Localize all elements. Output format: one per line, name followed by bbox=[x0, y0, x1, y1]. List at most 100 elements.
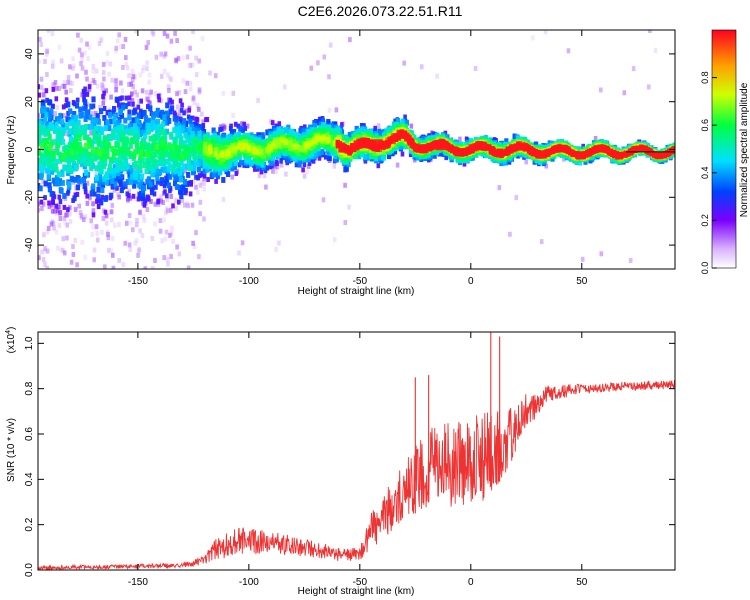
spectrogram-cell bbox=[80, 65, 85, 71]
spectrogram-cell bbox=[66, 149, 71, 156]
spectrogram-cell bbox=[144, 168, 149, 175]
spectrogram-cell bbox=[85, 180, 90, 186]
spectrogram-cell bbox=[101, 208, 106, 214]
spectrogram-cell bbox=[275, 164, 280, 170]
spectrogram-cell bbox=[160, 129, 165, 136]
spectrogram-cell bbox=[103, 264, 107, 269]
spectrogram-cell bbox=[38, 170, 40, 176]
spectrogram-cell bbox=[103, 196, 108, 202]
spectrogram-cell bbox=[111, 252, 115, 258]
spectrogram-cell bbox=[75, 125, 80, 132]
spectrogram-cell bbox=[42, 232, 46, 238]
spectrogram-cell bbox=[142, 162, 147, 168]
spectrogram-cell bbox=[112, 106, 117, 112]
spectrogram-cell bbox=[157, 111, 162, 118]
spectrogram-cell bbox=[156, 93, 161, 99]
spectrogram-cell bbox=[171, 203, 175, 209]
spectrogram-cell bbox=[182, 140, 187, 146]
spectrogram-cell bbox=[124, 157, 129, 164]
spectrogram-cell bbox=[219, 151, 225, 158]
spectrogram-cell bbox=[126, 146, 131, 153]
spectrogram-cell bbox=[43, 117, 48, 124]
spectrogram-cell bbox=[179, 143, 185, 149]
spectrogram-cell bbox=[214, 146, 219, 153]
spectrogram-cell bbox=[183, 202, 187, 208]
spectrogram-cell bbox=[103, 174, 108, 181]
spectrogram-cell bbox=[131, 117, 136, 124]
spectrogram-cell bbox=[61, 153, 66, 160]
spectrogram-cell bbox=[127, 123, 132, 130]
spectrogram-cell bbox=[39, 174, 44, 180]
spectrogram-cell bbox=[327, 74, 331, 80]
spectrogram-cell bbox=[376, 163, 381, 169]
spectrogram-cell bbox=[120, 124, 125, 130]
spectrogram-cell bbox=[185, 80, 189, 86]
spectrogram-cell bbox=[333, 237, 337, 243]
spectrogram-cell bbox=[45, 121, 50, 127]
spectrogram-cell bbox=[115, 185, 119, 191]
spectrogram-cell bbox=[164, 210, 168, 216]
spectrogram-cell bbox=[123, 117, 128, 124]
spectrogram-cell bbox=[232, 129, 237, 135]
spectrogram-cell bbox=[137, 182, 142, 188]
spectrogram-cell bbox=[52, 144, 57, 150]
spectrogram-cell bbox=[131, 109, 136, 116]
spectrogram-cell bbox=[191, 95, 196, 101]
spectrogram-cell bbox=[123, 36, 128, 42]
spectrogram-cell bbox=[108, 118, 113, 125]
spectrogram-cell bbox=[163, 166, 168, 173]
spectrogram-cell bbox=[38, 58, 41, 64]
spectrogram-cell bbox=[71, 153, 76, 159]
spectrogram-cell bbox=[143, 133, 148, 140]
spectrogram-cell bbox=[531, 35, 535, 41]
spectrogram-cell bbox=[83, 99, 88, 106]
spectrogram-cell bbox=[265, 165, 270, 171]
spectrogram-cell bbox=[114, 48, 118, 54]
spectrogram-cell bbox=[356, 134, 361, 141]
spectrogram-cell bbox=[197, 152, 202, 159]
spectrogram-cell bbox=[265, 129, 270, 136]
spectrogram-cell bbox=[125, 220, 129, 226]
spectrogram-cell bbox=[134, 140, 139, 147]
spectrogram-cell bbox=[84, 148, 89, 155]
spectrogram-cell bbox=[91, 68, 95, 74]
spectrogram-cell bbox=[294, 162, 299, 168]
spectrogram-cell bbox=[111, 153, 116, 160]
spectrogram-cell bbox=[202, 159, 207, 166]
spectrogram-cell bbox=[197, 166, 202, 173]
spectrogram-cell bbox=[90, 110, 95, 116]
spectrogram-cell bbox=[50, 103, 55, 109]
spectrogram-cell bbox=[75, 73, 79, 79]
spectrogram-cell bbox=[54, 121, 59, 128]
spectrogram-cell bbox=[80, 239, 84, 245]
spectrogram-cell bbox=[125, 65, 130, 71]
spectrogram-cell bbox=[74, 154, 79, 161]
spectrogram-cell bbox=[177, 109, 182, 115]
spectrogram-cell bbox=[219, 146, 224, 152]
spectrogram-cell bbox=[142, 217, 147, 223]
spectrogram-cell bbox=[101, 156, 106, 162]
spectrogram-cell bbox=[167, 155, 173, 161]
spectrogram-cell bbox=[245, 123, 250, 129]
spectrogram-cell bbox=[225, 162, 230, 168]
spectrogram-cell bbox=[73, 176, 78, 183]
spectrogram-cell bbox=[80, 57, 84, 63]
spectrogram-cell bbox=[135, 118, 140, 125]
spectrogram-cell bbox=[62, 146, 67, 152]
spectrogram-cell bbox=[108, 135, 113, 142]
spectrogram-cell bbox=[112, 172, 117, 179]
spectrogram-cell bbox=[173, 180, 178, 187]
spectrogram-cell bbox=[56, 171, 61, 178]
spectrogram-cell bbox=[246, 145, 251, 152]
spectrogram-cell bbox=[165, 151, 170, 158]
spectrogram-cell bbox=[137, 247, 141, 253]
spectrogram-cell bbox=[73, 207, 78, 213]
spectrogram-cell bbox=[194, 174, 198, 180]
spectrogram-cell bbox=[181, 184, 186, 191]
spectrogram-cell bbox=[276, 126, 281, 133]
spectrogram-cell bbox=[237, 131, 242, 138]
spectrogram-cell bbox=[117, 125, 122, 132]
spectrogram-cell bbox=[148, 165, 153, 172]
spectrogram-cell bbox=[129, 81, 134, 87]
spectrogram-cell bbox=[112, 164, 117, 170]
